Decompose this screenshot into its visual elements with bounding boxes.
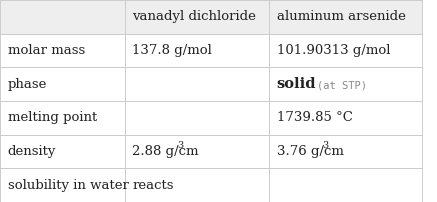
Bar: [0, 0, 125, 34]
Bar: [269, 168, 422, 202]
Bar: [125, 168, 269, 202]
Text: (at STP): (at STP): [317, 80, 367, 90]
Bar: [269, 34, 422, 67]
Text: 3: 3: [177, 141, 184, 150]
Text: melting point: melting point: [8, 111, 97, 124]
Text: solubility in water: solubility in water: [8, 179, 129, 192]
Bar: [269, 67, 422, 101]
Text: aluminum arsenide: aluminum arsenide: [277, 10, 406, 23]
Text: 101.90313 g/mol: 101.90313 g/mol: [277, 44, 390, 57]
Bar: [125, 101, 269, 135]
Bar: [125, 135, 269, 168]
Bar: [125, 67, 269, 101]
Bar: [269, 135, 422, 168]
Bar: [125, 0, 269, 34]
Text: phase: phase: [8, 78, 47, 91]
Text: 1739.85 °C: 1739.85 °C: [277, 111, 353, 124]
Text: 137.8 g/mol: 137.8 g/mol: [132, 44, 212, 57]
Bar: [0, 168, 125, 202]
Bar: [269, 0, 422, 34]
Text: vanadyl dichloride: vanadyl dichloride: [132, 10, 256, 23]
Text: molar mass: molar mass: [8, 44, 85, 57]
Bar: [0, 135, 125, 168]
Text: 2.88 g/cm: 2.88 g/cm: [132, 145, 199, 158]
Text: density: density: [8, 145, 56, 158]
Text: 3: 3: [322, 141, 328, 150]
Text: 3.76 g/cm: 3.76 g/cm: [277, 145, 343, 158]
Bar: [125, 34, 269, 67]
Bar: [0, 101, 125, 135]
Bar: [269, 101, 422, 135]
Text: solid: solid: [277, 77, 316, 91]
Bar: [0, 34, 125, 67]
Text: reacts: reacts: [132, 179, 174, 192]
Bar: [0, 67, 125, 101]
